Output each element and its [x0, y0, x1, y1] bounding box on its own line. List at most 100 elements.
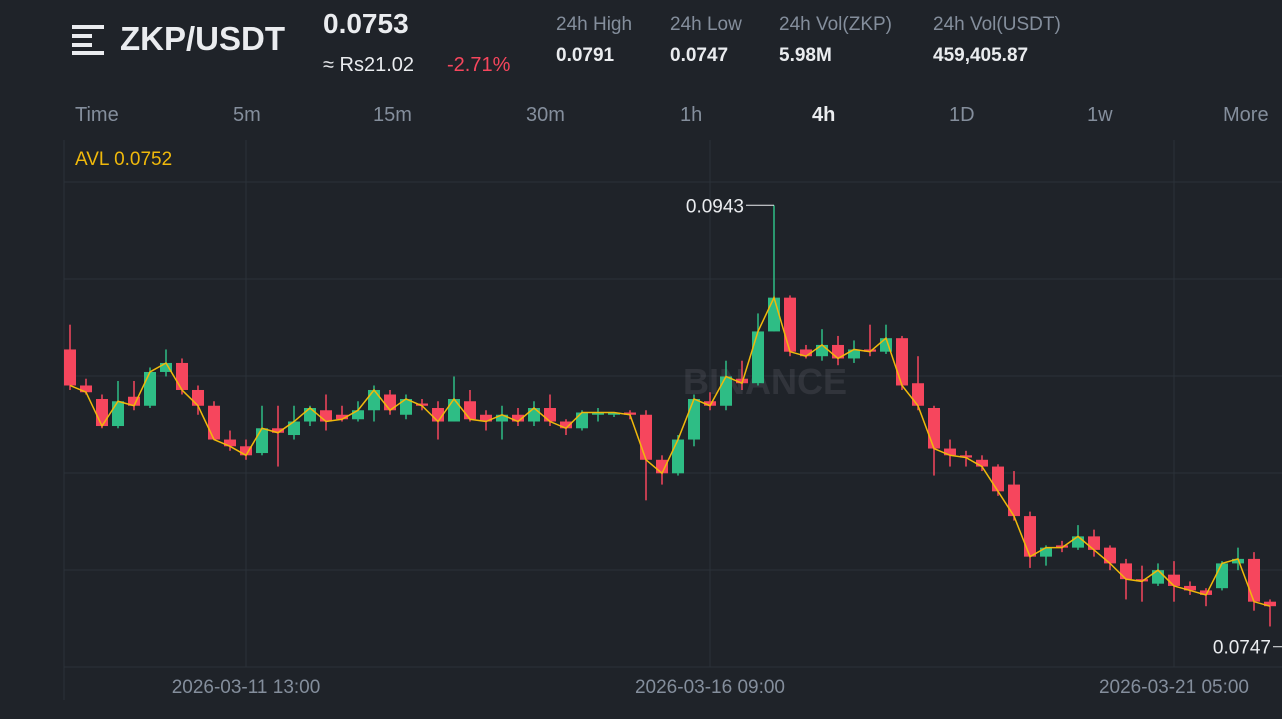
average-line [69, 295, 1271, 607]
stat-label: 24h Vol(USDT) [933, 14, 1061, 35]
candle-body [528, 408, 540, 422]
candle-body [1200, 590, 1212, 595]
candle-body [272, 428, 284, 433]
price-change: -2.71% [447, 54, 511, 76]
candle-body [800, 349, 812, 357]
candle-body [752, 331, 764, 384]
candle-body [784, 297, 796, 352]
candle-body [704, 401, 716, 406]
candle-body [1120, 563, 1132, 580]
stat-label: 24h Vol(ZKP) [779, 14, 892, 35]
candle-body [192, 389, 204, 406]
candle-body [1264, 601, 1276, 607]
candle-body [912, 383, 924, 406]
candle-body [944, 448, 956, 456]
interval-tab[interactable]: 5m [233, 104, 261, 126]
grid [63, 140, 1282, 700]
candle-body [576, 412, 588, 429]
max-label: 0.0943 [686, 196, 744, 217]
candle-body [160, 362, 172, 372]
candle-body [1104, 547, 1116, 564]
candle-body [448, 398, 460, 422]
candle-body [224, 439, 236, 447]
menu-button[interactable] [72, 25, 104, 55]
symbol: ZKP/USDT [120, 20, 285, 57]
candle-body [480, 414, 492, 422]
candle-body [240, 446, 252, 456]
interval-tab[interactable]: 4h [812, 104, 836, 126]
candle-body [400, 398, 412, 415]
candle-body [992, 466, 1004, 492]
candle-body [1168, 574, 1180, 586]
candle-body [928, 408, 940, 449]
interval-tab[interactable]: 15m [373, 104, 412, 126]
x-tick-label: 2026-03-11 13:00 [172, 677, 321, 698]
local-price: ≈ Rs21.02 [323, 54, 415, 76]
candle-body [672, 439, 684, 474]
candle-body [1152, 570, 1164, 584]
stat-value: 0.0747 [670, 45, 729, 66]
interval-tab[interactable]: 1h [680, 104, 703, 126]
candle-body [864, 349, 876, 352]
candle-body [1088, 536, 1100, 550]
min-label: 0.0747 [1213, 638, 1271, 659]
candle-body [352, 410, 364, 420]
candle-body [608, 412, 620, 415]
candle-body [368, 389, 380, 411]
last-price: 0.0753 [323, 8, 409, 39]
x-tick-label: 2026-03-16 09:00 [635, 677, 785, 698]
interval-tab[interactable]: More [1223, 104, 1269, 126]
x-tick-label: 2026-03-21 05:00 [1099, 677, 1249, 698]
candle-body [80, 385, 92, 393]
interval-tab[interactable]: 1w [1087, 104, 1113, 126]
candle-body [640, 414, 652, 460]
candle-body [768, 297, 780, 332]
candle-body [560, 421, 572, 429]
candle-body [144, 371, 156, 406]
candle-body [544, 408, 556, 422]
indicator-label: AVL 0.0752 [75, 149, 172, 170]
candle-body [1008, 484, 1020, 517]
candle-body [1216, 563, 1228, 589]
candle-body [976, 459, 988, 467]
stat-value: 5.98M [779, 45, 832, 66]
candle-body [1040, 547, 1052, 557]
stat-value: 0.0791 [556, 45, 615, 66]
candle-body [128, 396, 140, 406]
candle-body [288, 421, 300, 436]
candle-body [848, 349, 860, 359]
candle-body [208, 405, 220, 440]
candle-body [1184, 585, 1196, 591]
interval-tab[interactable]: 1D [949, 104, 975, 126]
candle-body [304, 408, 316, 422]
interval-tab[interactable]: Time [75, 104, 119, 126]
candle-body [656, 459, 668, 474]
candle-body [496, 414, 508, 422]
candle-body [1024, 516, 1036, 557]
candle-body [1232, 558, 1244, 564]
candle-body [624, 412, 636, 415]
candle-body [96, 398, 108, 427]
candle-body [816, 344, 828, 357]
candle-body [464, 401, 476, 420]
candle-body [512, 414, 524, 422]
candle-body [416, 403, 428, 406]
stat-label: 24h High [556, 14, 633, 35]
candle-body [336, 414, 348, 420]
candle-body [960, 455, 972, 458]
candle-body [1136, 579, 1148, 582]
candle-body [1248, 558, 1260, 602]
stat-value: 459,405.87 [933, 45, 1029, 66]
candle-body [320, 410, 332, 422]
watermark: BINANCE [683, 361, 847, 402]
candle-body [256, 428, 268, 454]
interval-tab[interactable]: 30m [526, 104, 565, 126]
candle-body [64, 349, 76, 386]
candle-body [1056, 545, 1068, 548]
candle-body [1072, 536, 1084, 548]
candle-body [112, 401, 124, 427]
stat-label: 24h Low [670, 14, 742, 35]
candle-body [720, 376, 732, 406]
